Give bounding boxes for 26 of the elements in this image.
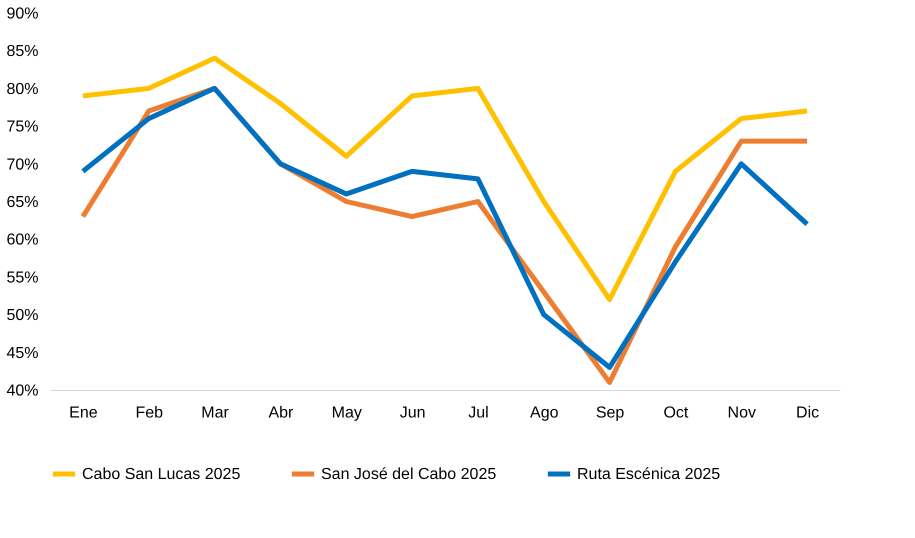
- x-tick-label: Feb: [135, 404, 164, 422]
- x-tick-label: Nov: [728, 404, 756, 422]
- x-tick-label: Jun: [400, 404, 426, 422]
- y-tick-label: 65%: [6, 194, 38, 211]
- y-tick-label: 50%: [6, 307, 38, 324]
- x-tick-label: Mar: [201, 404, 230, 422]
- x-tick-label: Oct: [663, 404, 689, 422]
- y-tick-label: 75%: [6, 118, 38, 136]
- y-tick-label: 55%: [6, 269, 38, 286]
- y-tick-label: 90%: [6, 6, 38, 22]
- y-tick-label: 70%: [6, 156, 38, 174]
- x-tick-label: Ene: [69, 404, 98, 422]
- x-tick-label: Dic: [796, 404, 820, 422]
- y-tick-label: 85%: [6, 43, 38, 60]
- y-tick-label: 80%: [6, 80, 38, 98]
- legend-label: Cabo San Lucas 2025: [82, 466, 240, 483]
- x-tick-label: Abr: [268, 404, 294, 422]
- y-tick-label: 40%: [6, 382, 38, 400]
- x-tick-label: Ago: [530, 404, 559, 422]
- legend-label: Ruta Escénica 2025: [577, 466, 720, 483]
- legend-label: San José del Cabo 2025: [321, 466, 496, 483]
- y-tick-label: 60%: [6, 232, 38, 249]
- x-tick-label: Jul: [468, 404, 489, 422]
- x-tick-label: Sep: [596, 404, 624, 422]
- x-tick-label: May: [332, 404, 362, 422]
- y-tick-label: 45%: [6, 344, 38, 362]
